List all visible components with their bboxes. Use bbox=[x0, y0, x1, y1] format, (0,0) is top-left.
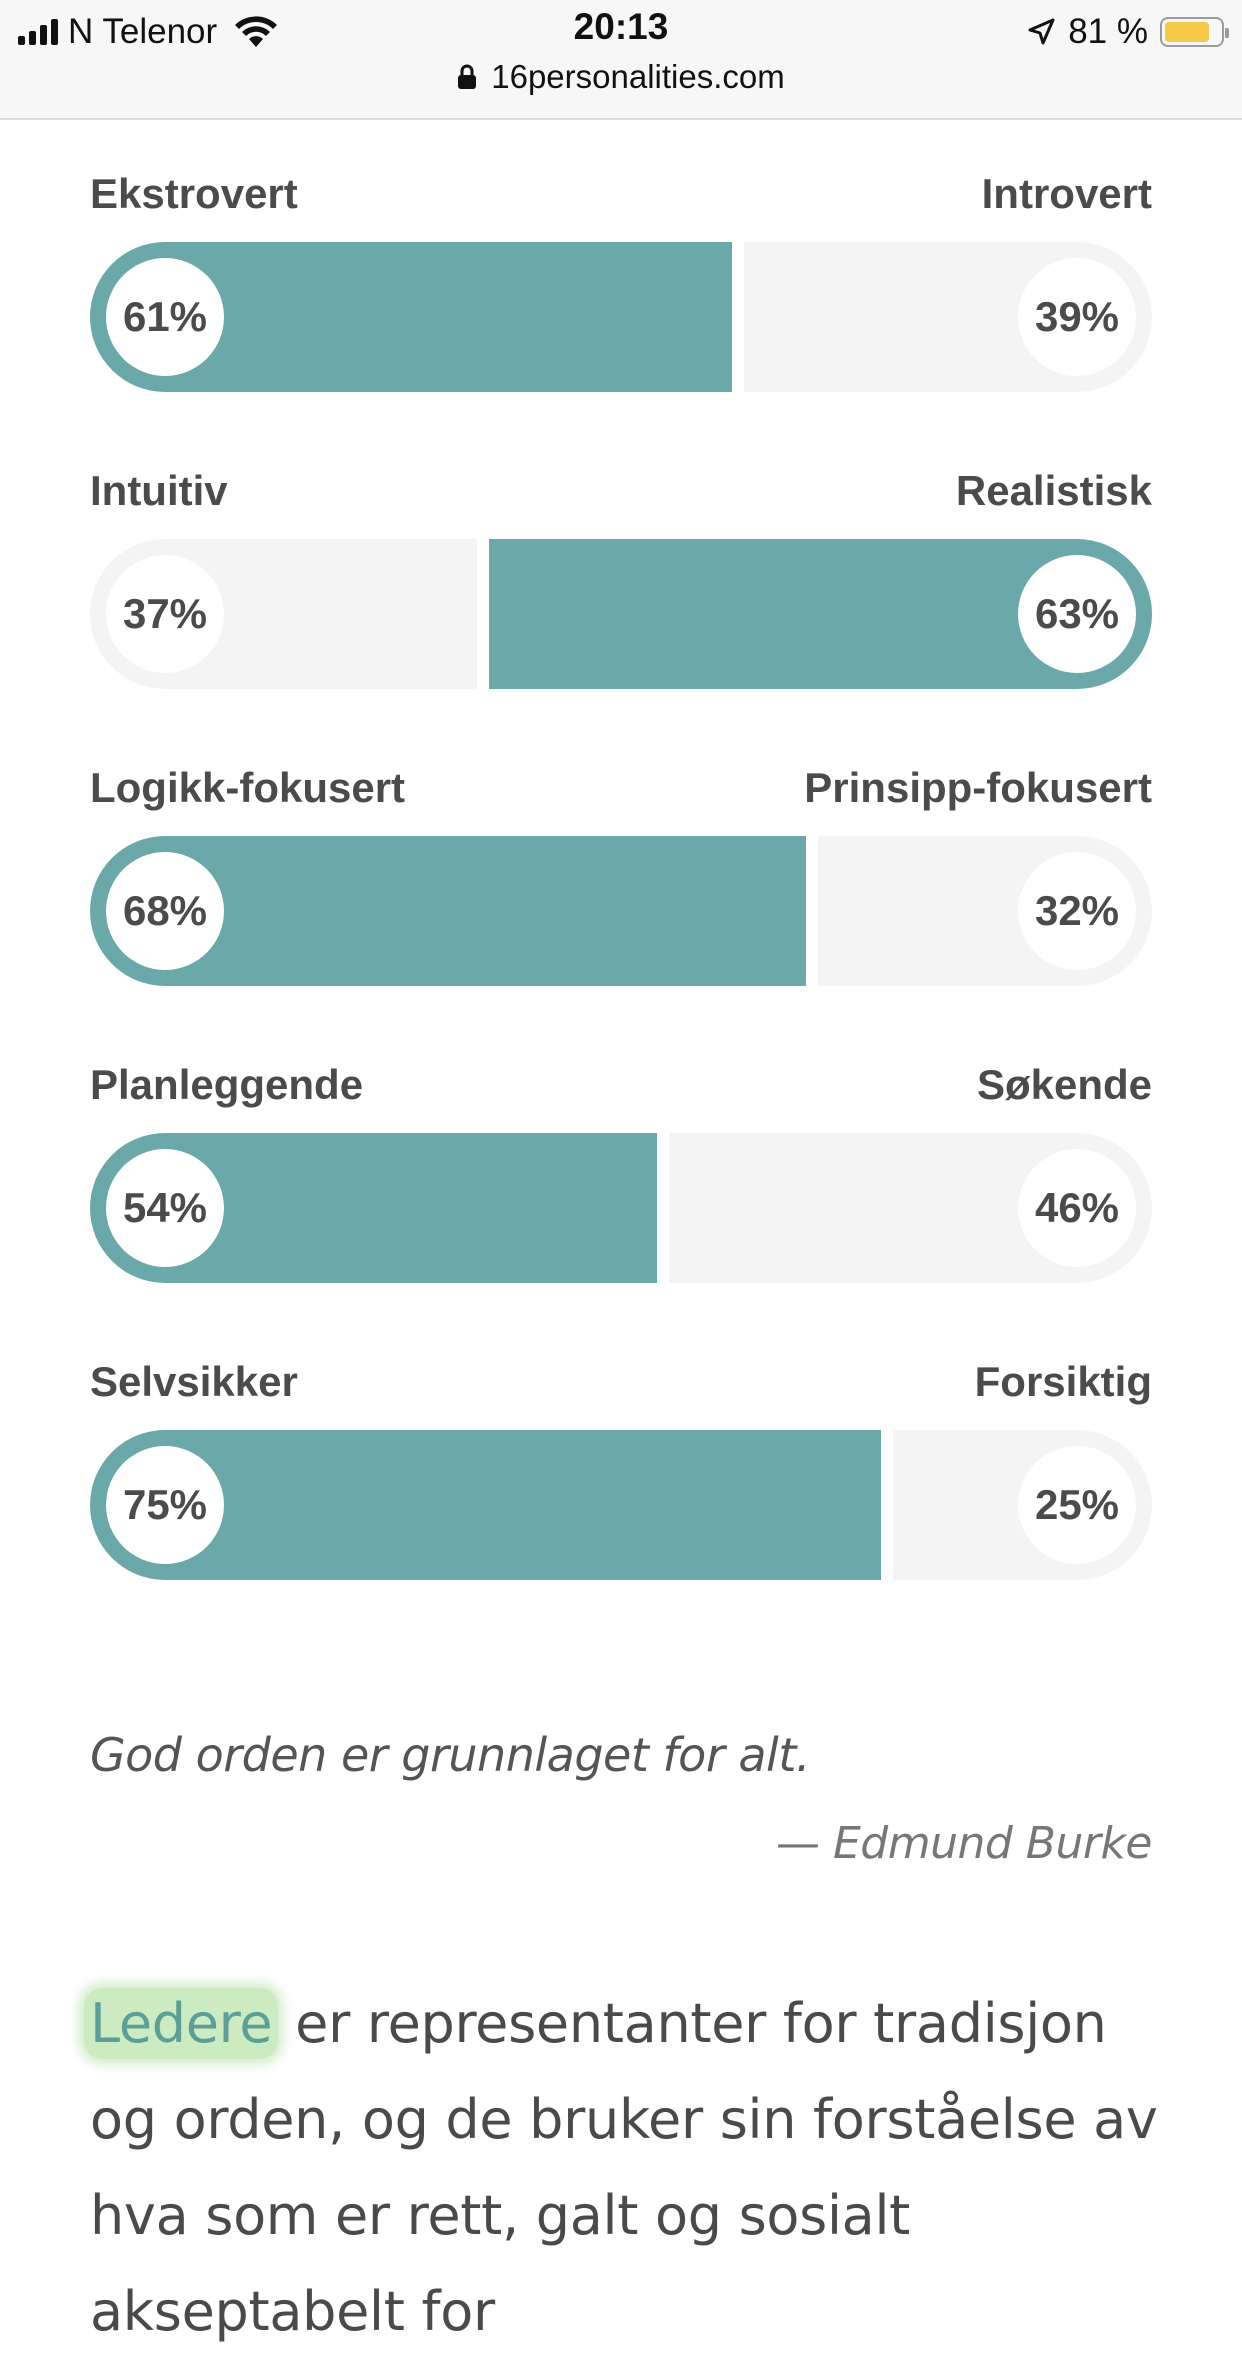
cellular-signal-icon bbox=[18, 19, 58, 45]
location-arrow-icon bbox=[1028, 18, 1055, 45]
trait-row: Intuitiv Realistisk 37% 63% bbox=[90, 465, 1152, 762]
battery-icon bbox=[1160, 17, 1229, 47]
status-time: 20:13 bbox=[573, 6, 669, 47]
trait-bar[interactable]: 54% 46% bbox=[90, 1133, 1152, 1283]
status-bar: N Telenor 20:13 81 % 16personalities.com bbox=[0, 0, 1242, 120]
trait-labels: Planleggende Søkende bbox=[90, 1059, 1152, 1133]
battery-cap bbox=[1225, 28, 1229, 38]
trait-left-label: Ekstrovert bbox=[90, 170, 298, 217]
trait-bar[interactable]: 37% 63% bbox=[90, 539, 1152, 689]
carrier-name: N Telenor bbox=[68, 12, 218, 51]
trait-bar[interactable]: 75% 25% bbox=[90, 1430, 1152, 1580]
quote-text: God orden er grunnlaget for alt. bbox=[90, 1728, 810, 1782]
wifi-icon bbox=[235, 16, 278, 47]
battery-level bbox=[1165, 22, 1209, 42]
trait-right-label: Søkende bbox=[976, 1061, 1152, 1108]
trait-bar[interactable]: 61% 39% bbox=[90, 242, 1152, 392]
trait-left-percent: 75% bbox=[106, 1446, 224, 1564]
trait-right-percent: 63% bbox=[1018, 555, 1136, 673]
trait-right-label: Introvert bbox=[981, 170, 1152, 217]
trait-left-label: Planleggende bbox=[90, 1061, 364, 1108]
trait-row: Planleggende Søkende 54% 46% bbox=[90, 1059, 1152, 1356]
status-right: 81 % bbox=[1026, 10, 1229, 54]
trait-left-label: Selvsikker bbox=[90, 1358, 298, 1405]
trait-left-percent: 68% bbox=[106, 852, 224, 970]
trait-labels: Logikk-fokusert Prinsipp-fokusert bbox=[90, 762, 1152, 836]
trait-right-percent: 46% bbox=[1018, 1149, 1136, 1267]
trait-left-percent: 61% bbox=[106, 258, 224, 376]
lock-icon bbox=[458, 64, 477, 89]
trait-left-label: Intuitiv bbox=[90, 467, 228, 514]
battery-percent: 81 % bbox=[1068, 12, 1148, 51]
trait-left-percent: 54% bbox=[106, 1149, 224, 1267]
trait-row: Selvsikker Forsiktig 75% 25% bbox=[90, 1356, 1152, 1653]
trait-right-label: Realistisk bbox=[955, 467, 1152, 514]
url-bar[interactable]: 16personalities.com bbox=[0, 58, 1242, 96]
trait-list: Ekstrovert Introvert 61% 39% Intuitiv Re… bbox=[90, 168, 1152, 1653]
status-left: N Telenor bbox=[18, 10, 279, 54]
trait-left-percent: 37% bbox=[106, 555, 224, 673]
trait-right-label: Prinsipp-fokusert bbox=[804, 764, 1152, 811]
trait-labels: Intuitiv Realistisk bbox=[90, 465, 1152, 539]
trait-right-percent: 39% bbox=[1018, 258, 1136, 376]
description-paragraph: Ledere er representanter for tradisjon o… bbox=[84, 1976, 1170, 2360]
trait-bar[interactable]: 68% 32% bbox=[90, 836, 1152, 986]
trait-left-label: Logikk-fokusert bbox=[90, 764, 406, 811]
trait-row: Ekstrovert Introvert 61% 39% bbox=[90, 168, 1152, 465]
trait-right-percent: 25% bbox=[1018, 1446, 1136, 1564]
trait-right-percent: 32% bbox=[1018, 852, 1136, 970]
highlighted-term[interactable]: Ledere bbox=[84, 1988, 279, 2059]
trait-right-label: Forsiktig bbox=[974, 1358, 1152, 1405]
trait-labels: Ekstrovert Introvert bbox=[90, 168, 1152, 242]
trait-labels: Selvsikker Forsiktig bbox=[90, 1356, 1152, 1430]
url-text[interactable]: 16personalities.com bbox=[491, 58, 785, 95]
quote-author: — Edmund Burke bbox=[776, 1818, 1152, 1869]
trait-row: Logikk-fokusert Prinsipp-fokusert 68% 32… bbox=[90, 762, 1152, 1059]
